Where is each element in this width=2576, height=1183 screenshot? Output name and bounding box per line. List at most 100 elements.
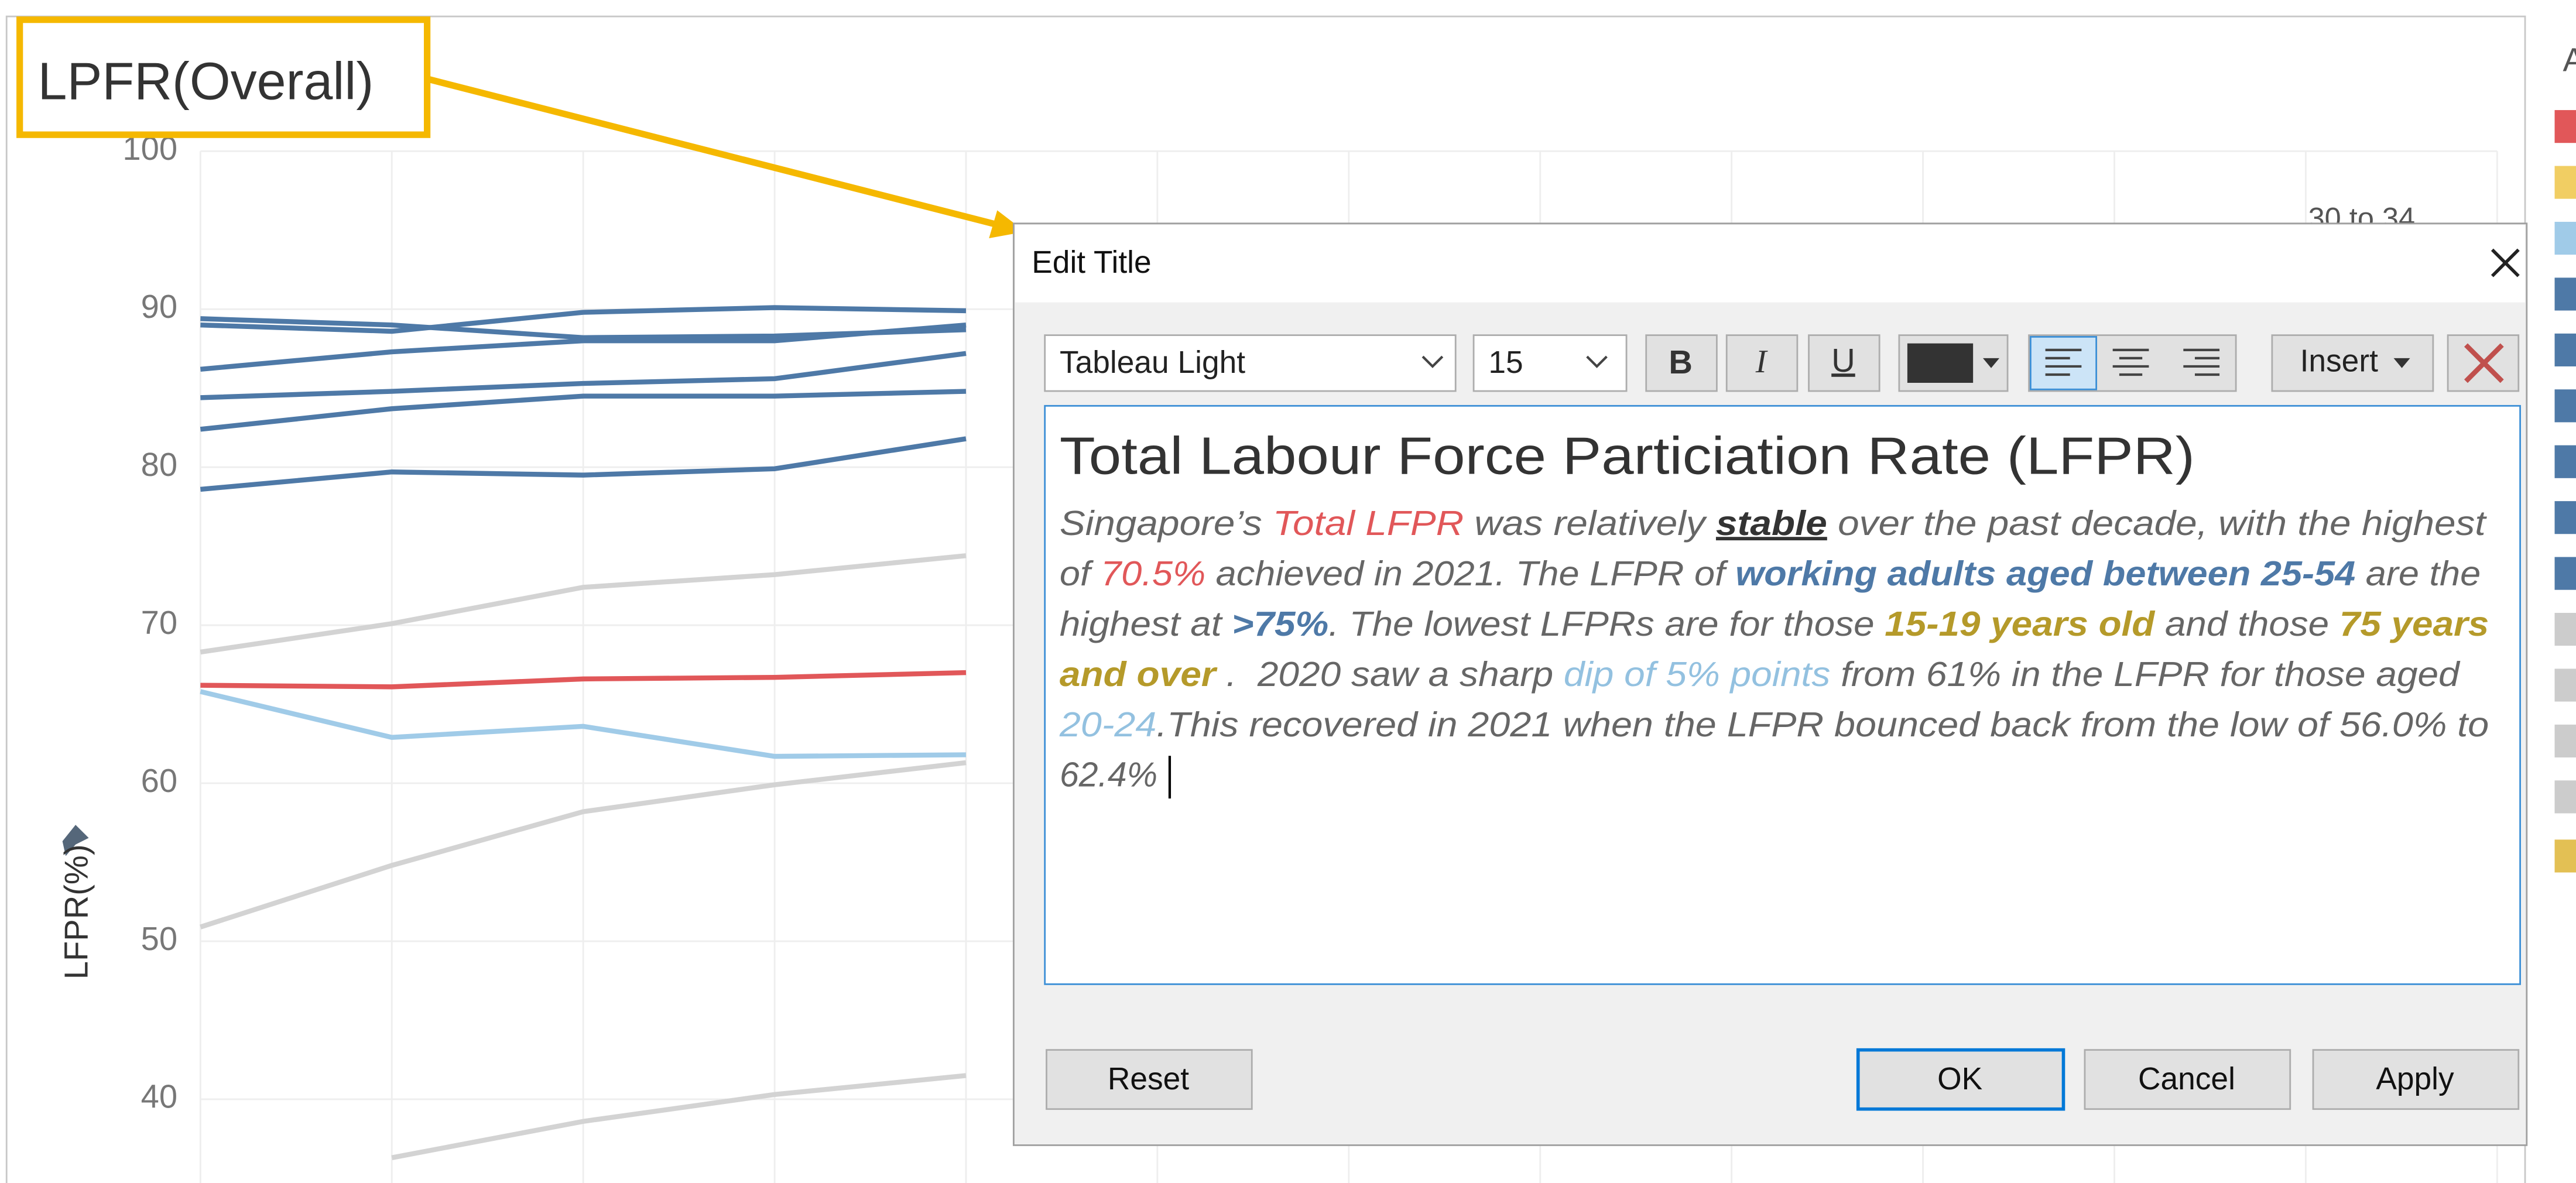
text-run: 75 years	[2339, 605, 2489, 643]
series-line	[200, 351, 967, 400]
swatch	[2554, 612, 2576, 646]
legend-title: A	[2563, 41, 2576, 78]
y-tick-label: 60	[141, 762, 177, 799]
text-run: 70.5%	[1101, 555, 1205, 593]
swatch	[2554, 110, 2576, 143]
text-run: . 2020 saw a sharp	[1216, 655, 1564, 693]
text-run: dip of 5% points	[1564, 655, 1830, 693]
body-line: Singapore’s Total LFPR was relatively st…	[1060, 505, 2488, 543]
close-button[interactable]	[2491, 248, 2520, 277]
swatch	[2554, 166, 2576, 199]
cancel-label: Cancel	[2138, 1062, 2235, 1096]
editor-heading: Total Labour Force Particiation Rate (LF…	[1060, 427, 2195, 486]
chevron	[1421, 355, 1444, 368]
y-tick-label: 80	[141, 446, 177, 483]
align-left[interactable]	[2029, 336, 2098, 390]
insert-button[interactable]	[2271, 334, 2434, 392]
italic-button[interactable]	[1725, 334, 1799, 392]
swatch	[2554, 221, 2576, 255]
y-tick-label: 70	[141, 604, 177, 641]
apply-button[interactable]	[2312, 1049, 2520, 1110]
text-run: and those	[2154, 605, 2339, 643]
y-tick-label: 40	[141, 1078, 177, 1115]
text-run: from 61% in the LFPR for those aged	[1830, 655, 2461, 693]
swatch	[2554, 668, 2576, 702]
series-line	[200, 322, 967, 372]
y-tick-label: 50	[141, 920, 177, 957]
text-run: >75%	[1232, 605, 1328, 643]
series-line	[200, 553, 967, 655]
swatch	[2554, 333, 2576, 366]
sheet-title[interactable]: LPFR(Overall)	[38, 53, 374, 111]
insert-label: Insert	[2300, 344, 2379, 378]
dialog-title: Edit Title	[1032, 245, 1151, 280]
underline-button[interactable]	[1808, 334, 1880, 392]
text-run: Singapore’s	[1060, 505, 1273, 543]
text-run: 62.4%	[1060, 756, 1157, 794]
text-run: stable	[1716, 505, 1827, 543]
body-line: highest at >75%. The lowest LFPRs are fo…	[1060, 605, 2489, 643]
apply-label: Apply	[2376, 1062, 2454, 1096]
editor-body: Singapore’s Total LFPR was relatively st…	[1059, 505, 2489, 794]
align-left-icon	[2045, 348, 2082, 376]
swatch	[2554, 557, 2576, 590]
text-run: 20-24	[1059, 705, 1157, 743]
bold-button[interactable]	[1645, 334, 1718, 392]
font-dropdown[interactable]	[1044, 334, 1457, 392]
swatch	[2554, 445, 2576, 478]
chevron	[1982, 358, 2000, 368]
text-run: achieved in 2021. The LFPR of	[1205, 555, 1735, 593]
bold-label: B	[1669, 344, 1693, 380]
swatch	[2554, 501, 2576, 534]
edit-title-dialog: Edit Title Tableau Light 15 B I U Insert…	[1012, 222, 2528, 1146]
text-run: was relatively	[1464, 505, 1716, 543]
text-run: .This recovered in 2021 when the LFPR bo…	[1156, 705, 2489, 743]
align-right[interactable]	[2183, 348, 2220, 376]
color-swatch	[1907, 343, 1974, 383]
series-line	[200, 760, 967, 930]
font-size: 15	[1488, 345, 1523, 380]
text-run: are the	[2355, 555, 2481, 593]
y-tick-label: 90	[141, 288, 177, 325]
align-center[interactable]	[2112, 348, 2149, 376]
underline-label: U	[1831, 342, 1855, 379]
series-line	[200, 670, 967, 690]
text-run: 15-19 years old	[1885, 605, 2155, 643]
font-name: Tableau Light	[1060, 345, 1245, 380]
text-editor[interactable]	[1044, 404, 2521, 985]
title-highlight	[16, 16, 431, 138]
series-line	[391, 1073, 967, 1160]
chevron	[1586, 355, 1608, 368]
text-run: of	[1060, 555, 1101, 593]
legend-swatches	[2554, 110, 2576, 873]
ok-button[interactable]	[1856, 1048, 2065, 1111]
swatch	[2554, 724, 2576, 758]
clear-icon	[2464, 343, 2504, 383]
pin-icon[interactable]	[62, 825, 89, 856]
series-line	[200, 305, 967, 334]
annotation-arrow	[426, 76, 1000, 228]
y-axis-label: LFPR(%)	[58, 844, 95, 979]
dialog-titlebar	[1015, 225, 2526, 303]
series-line	[200, 389, 967, 432]
swatch	[2554, 277, 2576, 311]
body-line: of 70.5% achieved in 2021. The LFPR of w…	[1060, 555, 2481, 593]
reset-label: Reset	[1108, 1062, 1189, 1096]
reset-button[interactable]	[1046, 1049, 1253, 1110]
chevron	[2393, 358, 2410, 368]
series-line	[200, 689, 967, 759]
swatch	[2554, 780, 2576, 814]
cancel-button[interactable]	[2084, 1049, 2291, 1110]
text-run: . The lowest LFPRs are for those	[1328, 605, 1885, 643]
body-line: 62.4%	[1060, 756, 1157, 794]
swatch	[2554, 389, 2576, 423]
text-run: highest at	[1060, 605, 1232, 643]
text-run: over the past decade, with the highest	[1827, 505, 2488, 543]
ok-label: OK	[1937, 1062, 1982, 1096]
body-line: and over . 2020 saw a sharp dip of 5% po…	[1060, 655, 2461, 693]
italic-label: I	[1755, 344, 1768, 380]
swatch	[2554, 839, 2576, 873]
text-run: and over	[1060, 655, 1218, 693]
